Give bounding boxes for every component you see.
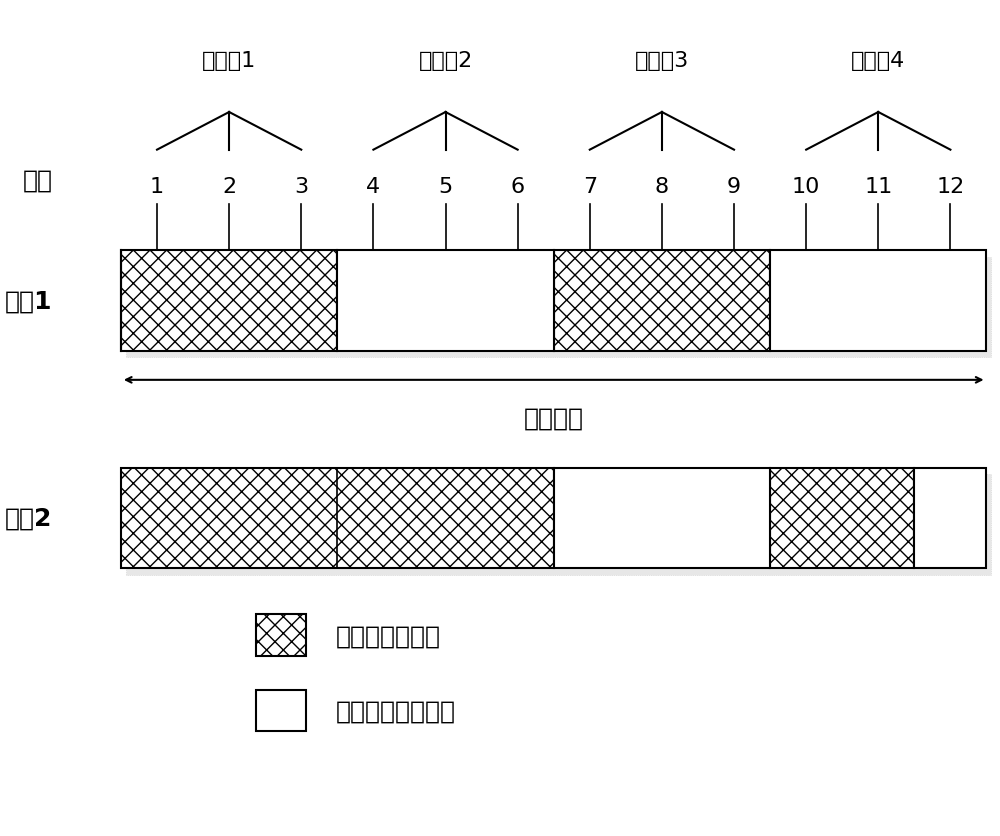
Text: 共享频谱: 共享频谱 bbox=[524, 406, 584, 430]
Bar bbox=[121, 251, 337, 351]
Text: 时刻1: 时刻1 bbox=[4, 289, 52, 313]
Bar bbox=[126, 257, 991, 358]
Text: 5: 5 bbox=[438, 176, 453, 196]
Bar bbox=[256, 690, 306, 732]
Text: 未被授权用户占用: 未被授权用户占用 bbox=[336, 699, 456, 722]
Text: 被授权用户占用: 被授权用户占用 bbox=[336, 624, 441, 647]
Bar bbox=[554, 468, 770, 568]
Text: 2: 2 bbox=[222, 176, 236, 196]
Text: 信道簇3: 信道簇3 bbox=[635, 51, 689, 71]
Text: 信道簇1: 信道簇1 bbox=[202, 51, 256, 71]
Bar bbox=[914, 468, 986, 568]
Text: 11: 11 bbox=[864, 176, 892, 196]
Text: 6: 6 bbox=[511, 176, 525, 196]
Text: 信道: 信道 bbox=[23, 168, 53, 192]
Text: 信道簇4: 信道簇4 bbox=[851, 51, 905, 71]
Bar bbox=[554, 251, 770, 351]
Bar bbox=[770, 251, 986, 351]
Text: 9: 9 bbox=[727, 176, 741, 196]
Text: 12: 12 bbox=[936, 176, 965, 196]
Bar bbox=[121, 468, 554, 568]
Bar bbox=[337, 251, 554, 351]
Bar bbox=[126, 475, 991, 575]
Bar bbox=[256, 614, 306, 656]
Text: 10: 10 bbox=[792, 176, 820, 196]
Text: 时刻2: 时刻2 bbox=[4, 507, 52, 530]
Bar bbox=[770, 468, 914, 568]
Text: 4: 4 bbox=[366, 176, 380, 196]
Text: 3: 3 bbox=[294, 176, 308, 196]
Text: 7: 7 bbox=[583, 176, 597, 196]
Text: 信道簇2: 信道簇2 bbox=[418, 51, 473, 71]
Text: 1: 1 bbox=[150, 176, 164, 196]
Text: 8: 8 bbox=[655, 176, 669, 196]
